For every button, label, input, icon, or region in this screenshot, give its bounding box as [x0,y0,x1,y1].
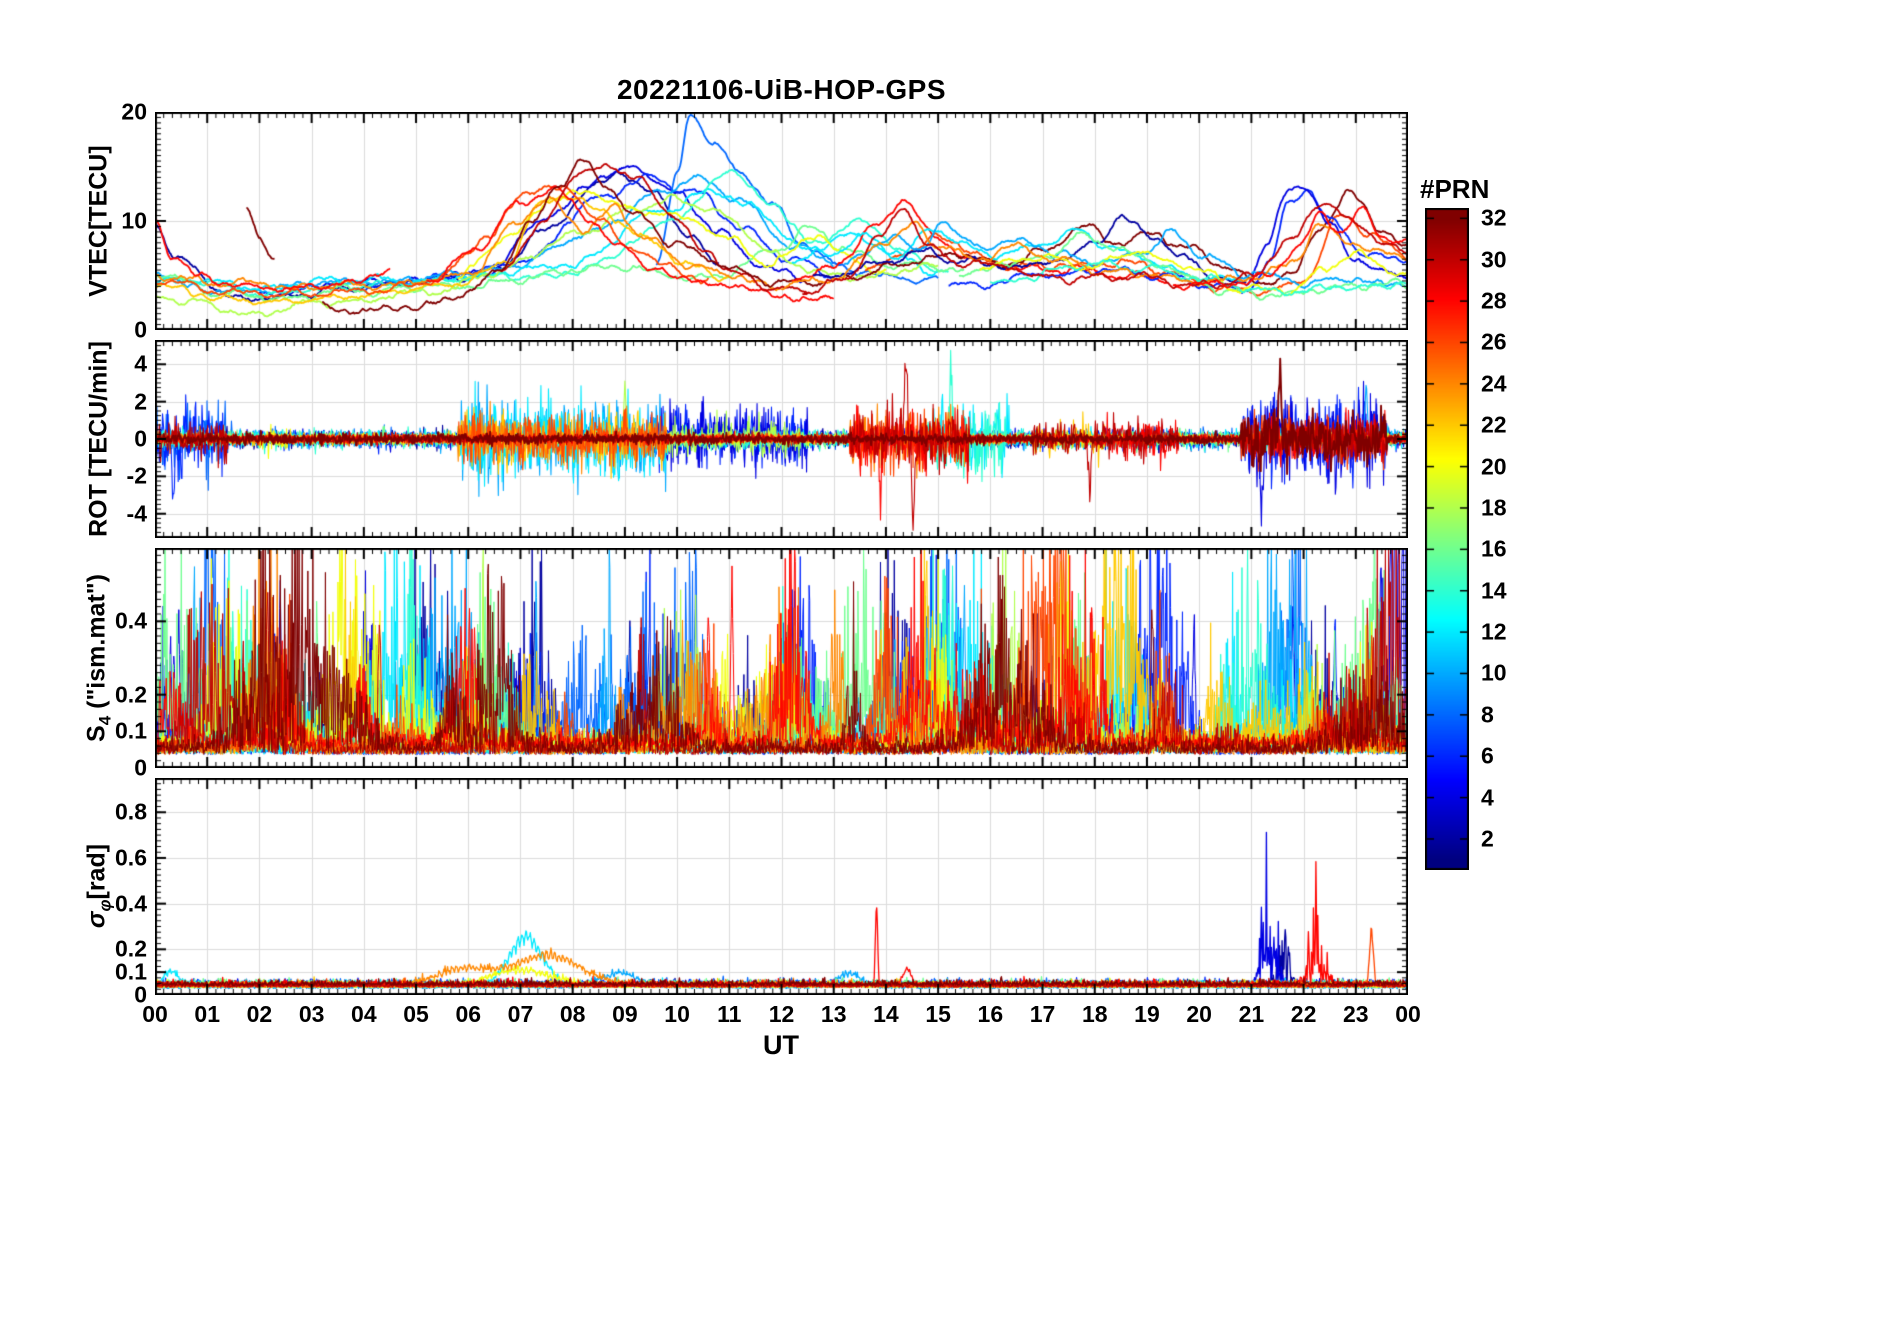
y-tick-label: 0 [134,981,147,1008]
colorbar-tick-label: 22 [1481,411,1507,438]
x-tick-label: 05 [403,1001,429,1027]
x-tick-label: 02 [246,1001,273,1027]
x-tick-label: 10 [664,1001,690,1027]
y-tick-label: 4 [134,350,147,377]
rot-panel-canvas [155,340,1408,538]
s4-axis-label-rest: ("ism.mat") [82,574,111,716]
colorbar-title: #PRN [1420,174,1490,204]
y-tick-label: 10 [121,207,147,234]
vtec-axis-label: VTEC[TECU] [85,145,114,296]
x-tick-label: 21 [1238,1001,1265,1027]
y-tick-label: 0.4 [115,890,147,917]
colorbar-tick-label: 24 [1481,370,1507,397]
sigma-axis-label-main: σ [82,911,111,929]
x-tick-label: 01 [194,1001,220,1027]
x-tick-label: 06 [455,1001,482,1027]
colorbar-tick-label: 6 [1481,742,1494,769]
x-tick-label: 23 [1342,1001,1369,1027]
x-tick-label: 18 [1081,1001,1108,1027]
y-tick-label: 0.8 [115,798,147,825]
rot-axis-label-text: ROT [TECU/min] [84,341,113,537]
sigma-axis-label-rest: [rad] [82,843,111,900]
sigma-phi-axis-label: σφ[rad] [83,844,116,928]
x-tick-label: 03 [298,1001,325,1027]
y-tick-label: 0.2 [115,681,147,708]
colorbar-tick-label: 28 [1481,287,1507,314]
x-tick-label: 08 [559,1001,586,1027]
y-tick-label: 0.1 [115,717,147,744]
y-tick-label: 0.1 [115,958,147,985]
x-tick-label: 07 [507,1001,534,1027]
y-tick-label: 0 [134,754,147,781]
chart-title: 20221106-UiB-HOP-GPS [616,74,947,105]
colorbar-tick-label: 12 [1481,618,1507,645]
colorbar-tick-label: 2 [1481,825,1494,852]
s4-axis-label-sub: 4 [95,715,115,726]
x-tick-label: 15 [925,1001,951,1027]
colorbar-tick-label: 8 [1481,701,1494,728]
x-tick-label: 20 [1186,1001,1212,1027]
y-tick-label: 0.6 [115,844,147,871]
x-tick-label: 11 [717,1001,742,1027]
x-tick-label: 12 [768,1001,795,1027]
s4-axis-label-main: S [82,725,111,742]
rot-axis-label: ROT [TECU/min] [85,341,114,537]
y-tick-label: -4 [126,500,147,527]
colorbar-tick-label: 20 [1481,453,1507,480]
y-tick-label: 2 [134,388,147,415]
vtec-panel-canvas [155,112,1408,330]
y-tick-label: 0 [134,316,147,343]
x-tick-label: 14 [873,1001,899,1027]
x-axis-label: UT [763,1030,799,1060]
y-tick-label: 20 [121,98,147,125]
colorbar-tick-label: 16 [1481,535,1507,562]
colorbar-tick-label: 18 [1481,494,1507,521]
x-tick-label: 04 [351,1001,377,1027]
x-tick-label: 00 [142,1001,168,1027]
x-tick-label: 22 [1290,1001,1317,1027]
sigma-axis-label-sub: φ [95,899,115,912]
x-tick-label: 13 [820,1001,847,1027]
colorbar-tick-label: 10 [1481,659,1507,686]
x-tick-label: 17 [1029,1001,1056,1027]
vtec-axis-label-text: VTEC[TECU] [84,145,113,297]
y-tick-label: 0.4 [115,607,147,634]
colorbar-tick-label: 14 [1481,577,1507,604]
colorbar-tick-label: 32 [1481,204,1507,231]
x-tick-label: 16 [977,1001,1004,1027]
y-tick-label: -2 [126,462,147,489]
prn-colorbar [1425,208,1469,870]
colorbar-tick-label: 30 [1481,246,1507,273]
x-tick-label: 09 [612,1001,638,1027]
y-tick-label: 0.2 [115,935,147,962]
s4-panel-canvas [155,548,1408,768]
s4-axis-label: S4 ("ism.mat") [83,574,116,742]
colorbar-tick-label: 4 [1481,784,1494,811]
colorbar-tick-label: 26 [1481,328,1507,355]
x-tick-label: 00 [1395,1001,1421,1027]
x-tick-label: 19 [1134,1001,1160,1027]
sigma-phi-panel-canvas [155,778,1408,995]
y-tick-label: 0 [134,425,147,452]
